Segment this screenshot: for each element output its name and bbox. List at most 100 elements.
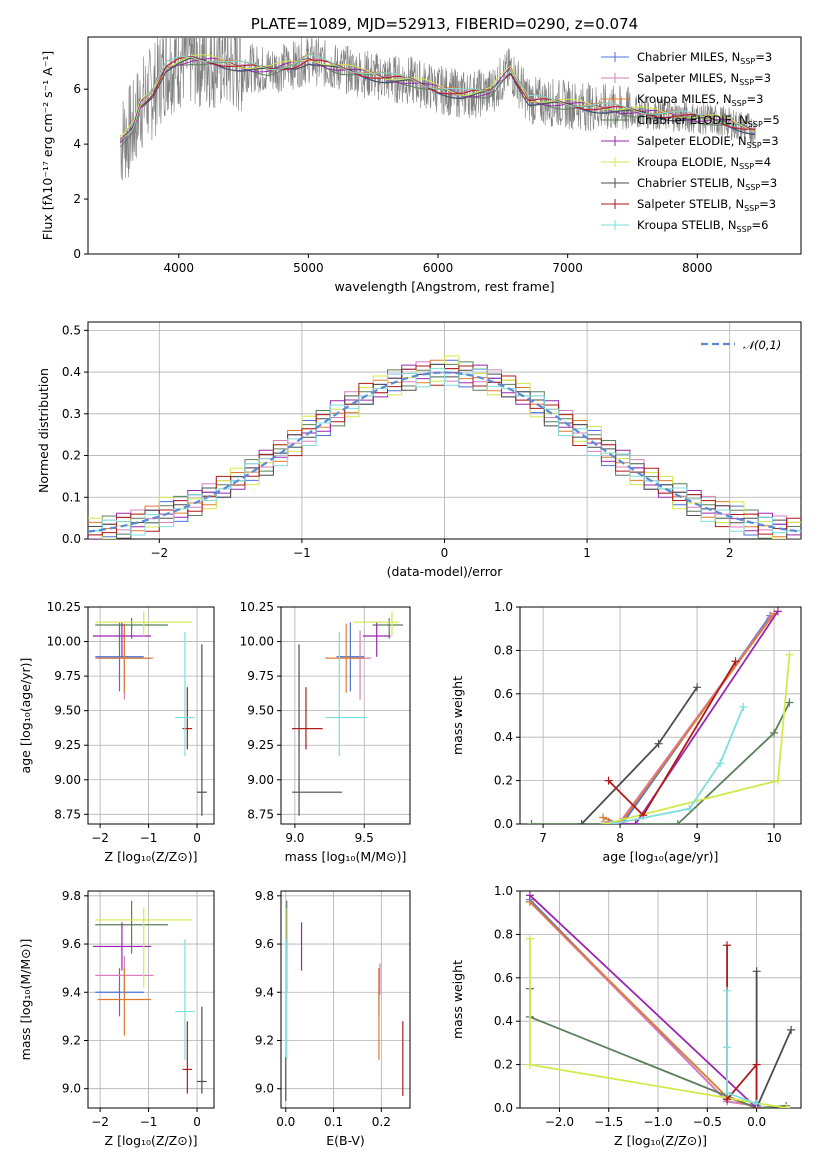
x-axis-title: Z [log₁₀(Z/Z⊙)] [614,1133,707,1148]
weight-marker [525,1060,534,1069]
y-tick-label: 9.2 [62,1033,81,1047]
errorbar-point-4 [372,618,404,639]
weight-marker [773,776,782,785]
x-tick-label: 10 [766,831,781,845]
y-tick-label: 8.75 [54,807,81,821]
mass-weight-vs-Z-chart: −2.0 −1.5 −1.0 −0.5 0.0 0.0 0.2 0.4 0.6 0.8 1.0 Z [… [450,884,802,1148]
x-tick-label: 9 [693,831,701,845]
y-tick-label: 4 [73,137,81,151]
x-axis-title: E(B-V) [326,1133,365,1148]
weight-marker [577,820,586,824]
y-tick-label: 0.4 [494,1014,513,1028]
legend-label-8: Salpeter STELIB, NSSP=3 [637,197,776,213]
errorbar-point-8 [182,1021,193,1094]
errorbar-point-9 [175,631,195,757]
x-tick-label: 8 [616,831,624,845]
errorbar-point-9 [175,939,195,1060]
weight-line-1 [604,611,775,824]
y-tick-label: 6 [73,82,81,96]
y-axis-title: Flux [fλ10⁻¹⁷ erg cm⁻² s⁻¹ A⁻¹] [40,51,55,240]
x-tick-label: −2 [91,831,109,845]
spectrum-chart: 4000 5000 6000 7000 8000 0 2 4 6 wavelength [Angs… [40,15,802,294]
y-tick-label: 0 [73,247,81,261]
weight-line-8 [723,941,761,1108]
plot-frame [87,321,802,540]
weight-path [604,617,771,823]
legend-label-4: Chabrier ELODIE, NSSP=5 [637,113,780,129]
chart-title: PLATE=1089, MJD=52913, FIBERID=0290, z=0… [251,15,638,33]
mass-weight-vs-Z-plot-area [525,891,796,1108]
errorbar-point-4 [95,618,168,639]
weight-marker [600,820,609,824]
legend-label-5: Salpeter ELODIE, NSSP=3 [637,134,779,150]
y-tick-label: 9.50 [247,704,274,718]
weight-marker [723,1043,732,1052]
x-axis-title: (data-model)/error [387,564,504,579]
weight-marker [527,820,536,824]
x-tick-label: −2 [150,546,168,560]
legend-label-normal: 𝒩(0,1) [743,338,781,352]
weight-line-6 [600,650,794,824]
y-tick-label: 9.0 [255,1082,274,1096]
y-tick-label: 0.0 [494,1101,513,1115]
weight-marker [752,1060,761,1069]
x-tick-label: −2 [91,1115,109,1129]
y-tick-label: 0.1 [62,490,81,504]
weight-path [755,971,792,1108]
weight-marker [785,650,794,659]
y-tick-label: 9.25 [247,738,274,752]
weight-path [608,615,771,823]
y-axis-title: mass weight [450,960,465,1039]
legend-label-7: Chabrier STELIB, NSSP=3 [637,176,777,192]
mass-vs-Z-chart: −2 −1 0 9.0 9.2 9.4 9.6 9.8 Z [log₁₀(Z/Z⊙)] mass … [18,889,215,1148]
x-tick-label: −0.5 [693,1115,722,1129]
y-tick-label: 0.8 [494,643,513,657]
y-tick-label: 0.3 [62,407,81,421]
errorbar-point-4 [95,900,168,954]
weight-marker [685,804,694,813]
y-axis-title: mass weight [450,676,465,755]
x-tick-label: 0.0 [276,1115,295,1129]
x-tick-label: 0 [193,1115,201,1129]
y-tick-label: 9.00 [54,773,81,787]
weight-marker [716,759,725,768]
weight-marker [787,1025,796,1034]
mass-vs-ebv-plot-area [285,900,404,1101]
weight-line-9 [723,986,761,1108]
weight-line-7 [752,967,796,1108]
errorbar-point-5 [92,622,151,657]
x-tick-label: 9.0 [285,831,304,845]
mass-vs-Z-plot-area [92,900,207,1094]
y-tick-label: 0.2 [494,1058,513,1072]
y-tick-label: 9.4 [62,985,81,999]
weight-line-7 [577,683,702,824]
plot-frame [280,606,411,825]
errorbar-point-1 [95,622,144,692]
y-axis-title: Normed distribution [36,368,51,493]
weight-marker [723,941,732,950]
x-tick-label: 0 [441,546,449,560]
x-tick-label: −2.0 [545,1115,574,1129]
age-vs-mass-plot-area [292,611,404,816]
x-tick-label: 1 [583,546,591,560]
plot-frame [519,890,802,1109]
y-tick-label: 9.2 [255,1033,274,1047]
legend-label-2: Salpeter MILES, NSSP=3 [637,71,771,87]
errorbar-point-6 [353,611,399,637]
legend: Chabrier MILES, NSSP=3 Salpeter MILES, NS… [601,50,780,234]
y-tick-label: 9.75 [54,669,81,683]
weight-marker [616,820,625,824]
errorbar-point-7 [197,1006,207,1094]
errorbar-point-3 [325,623,365,693]
errorbar-point-7 [197,644,207,816]
y-tick-label: 1.0 [494,884,513,898]
weight-marker [785,698,794,707]
errorbar-point-8 [292,687,323,750]
x-tick-label: 0.0 [747,1115,766,1129]
errorbar-point-9 [325,631,367,757]
weight-line-5 [608,607,782,824]
weight-marker [693,683,702,692]
y-tick-label: 0.5 [62,323,81,337]
y-tick-label: 8.75 [247,807,274,821]
y-tick-label: 2 [73,192,81,206]
